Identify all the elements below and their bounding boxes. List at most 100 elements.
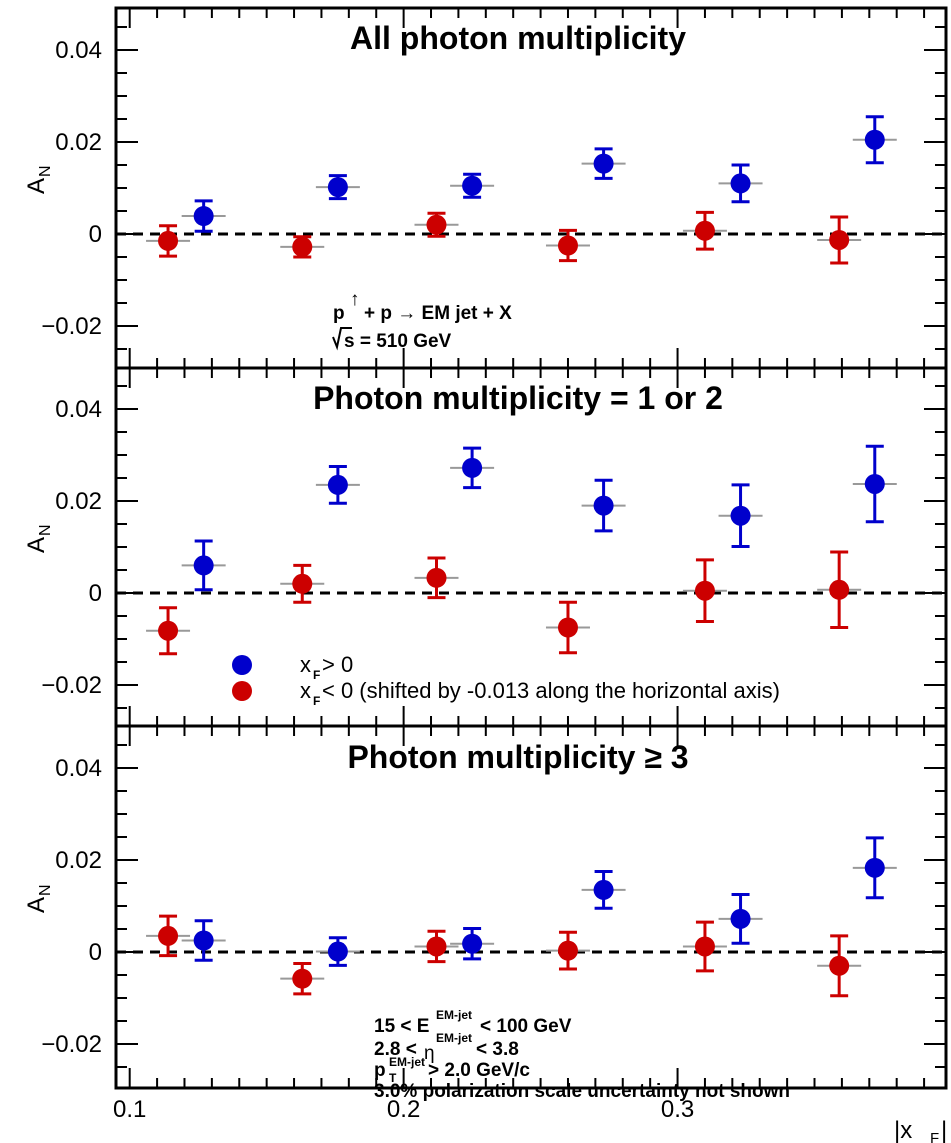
- y-tick-label: 0.04: [55, 755, 102, 782]
- polarization-note: 3.0% polarization scale uncertainty not …: [374, 1081, 790, 1102]
- data-marker: [327, 474, 348, 495]
- panel1-reaction: p ↑ + p → EM jet + X: [333, 289, 512, 324]
- y-axis-label-sub: N: [37, 884, 54, 896]
- data-marker: [694, 936, 715, 957]
- point-negative: [545, 600, 590, 655]
- y-tick-label: 0.04: [55, 37, 102, 64]
- data-marker: [557, 235, 578, 256]
- data-marks: [146, 115, 897, 998]
- y-tick-label: 0.04: [55, 396, 102, 423]
- cut-eta-sup: EM-jet: [436, 1031, 472, 1045]
- data-marker: [193, 555, 214, 576]
- point-positive: [852, 444, 897, 524]
- data-marker: [462, 933, 483, 954]
- point-negative: [146, 606, 191, 656]
- sqrt-sign: [332, 327, 352, 351]
- point-positive: [181, 199, 226, 233]
- point-negative: [280, 962, 325, 996]
- y-axis-label: A: [23, 178, 50, 194]
- x-tick-label: 0.1: [113, 1096, 146, 1123]
- y-tick-label: −0.02: [41, 672, 102, 699]
- point-negative: [414, 929, 459, 964]
- plot-frames: [114, 6, 948, 1090]
- y-axis-label-sub: N: [37, 524, 54, 536]
- point-positive: [718, 483, 763, 549]
- y-tick-label: 0: [89, 939, 102, 966]
- data-marker: [829, 229, 850, 250]
- x-axis-title-main: |x: [894, 1117, 912, 1143]
- data-marker: [593, 153, 614, 174]
- y-tick-label: 0.02: [55, 129, 102, 156]
- data-marker: [426, 214, 447, 235]
- point-negative: [817, 550, 862, 629]
- point-positive: [581, 478, 626, 533]
- data-marker: [557, 940, 578, 961]
- y-tick-label: 0: [89, 221, 102, 248]
- point-positive: [181, 919, 226, 962]
- reaction-uparrow: ↑: [350, 289, 360, 310]
- y-axis-label-sub: N: [37, 165, 54, 177]
- point-negative: [682, 210, 727, 251]
- point-positive: [450, 172, 495, 199]
- y-tick-label: −0.02: [41, 313, 102, 340]
- point-positive: [315, 936, 360, 967]
- cut-pt-sub: T: [389, 1071, 397, 1085]
- x-tick-label: 0.3: [661, 1096, 694, 1123]
- data-marker: [426, 936, 447, 957]
- point-negative: [280, 563, 325, 604]
- panel1-frame: [114, 6, 948, 370]
- point-negative: [545, 930, 590, 971]
- reaction-p: p: [333, 303, 345, 324]
- point-positive: [581, 870, 626, 910]
- data-marker: [557, 617, 578, 638]
- data-marker: [158, 925, 179, 946]
- point-negative: [682, 558, 727, 624]
- reaction-rest: + p → EM jet + X: [364, 303, 512, 324]
- legend-marker-negative: [232, 681, 252, 701]
- point-negative: [146, 914, 191, 958]
- point-positive: [181, 539, 226, 592]
- y-tick-label: −0.02: [41, 1031, 102, 1058]
- point-positive: [852, 836, 897, 900]
- legend-label-negative: x: [300, 678, 311, 703]
- cut-eta-b: < 3.8: [476, 1039, 519, 1060]
- point-negative: [545, 228, 590, 263]
- data-marker: [462, 457, 483, 478]
- cut-pt-b: > 2.0 GeV/c: [428, 1060, 530, 1081]
- data-marker: [864, 473, 885, 494]
- y-tick-label: 0: [89, 580, 102, 607]
- point-negative: [682, 920, 727, 973]
- x-tick-label: 0.2: [387, 1096, 420, 1123]
- data-marker: [864, 129, 885, 150]
- data-marker: [327, 941, 348, 962]
- point-positive: [450, 927, 495, 961]
- cut-eta-a: 2.8 <: [374, 1039, 417, 1060]
- panel1-energy: s = 510 GeV: [332, 327, 452, 352]
- data-marker: [292, 236, 313, 257]
- point-negative: [146, 224, 191, 258]
- data-marker: [730, 505, 751, 526]
- data-marker: [694, 580, 715, 601]
- panel2-title: Photon multiplicity = 1 or 2: [313, 380, 723, 416]
- y-tick-label: 0.02: [55, 847, 102, 874]
- data-marker: [158, 620, 179, 641]
- point-negative: [414, 211, 459, 238]
- cut-energy-b: < 100 GeV: [480, 1016, 572, 1037]
- point-negative: [817, 934, 862, 998]
- legend-sub-negative: F: [313, 694, 320, 708]
- data-marker: [193, 930, 214, 951]
- data-marker: [292, 968, 313, 989]
- legend-rest-positive: > 0: [322, 652, 353, 677]
- legend-marker-positive: [232, 655, 252, 675]
- data-marker: [730, 908, 751, 929]
- point-positive: [852, 115, 897, 165]
- point-negative: [280, 235, 325, 259]
- legend-label-positive: x: [300, 652, 311, 677]
- point-positive: [718, 163, 763, 204]
- point-positive: [450, 446, 495, 490]
- panel1-title: All photon multiplicity: [350, 20, 686, 56]
- cut-pt-a: p: [374, 1060, 386, 1081]
- data-marker: [829, 579, 850, 600]
- legend-rest-negative: < 0 (shifted by -0.013 along the horizon…: [322, 678, 780, 703]
